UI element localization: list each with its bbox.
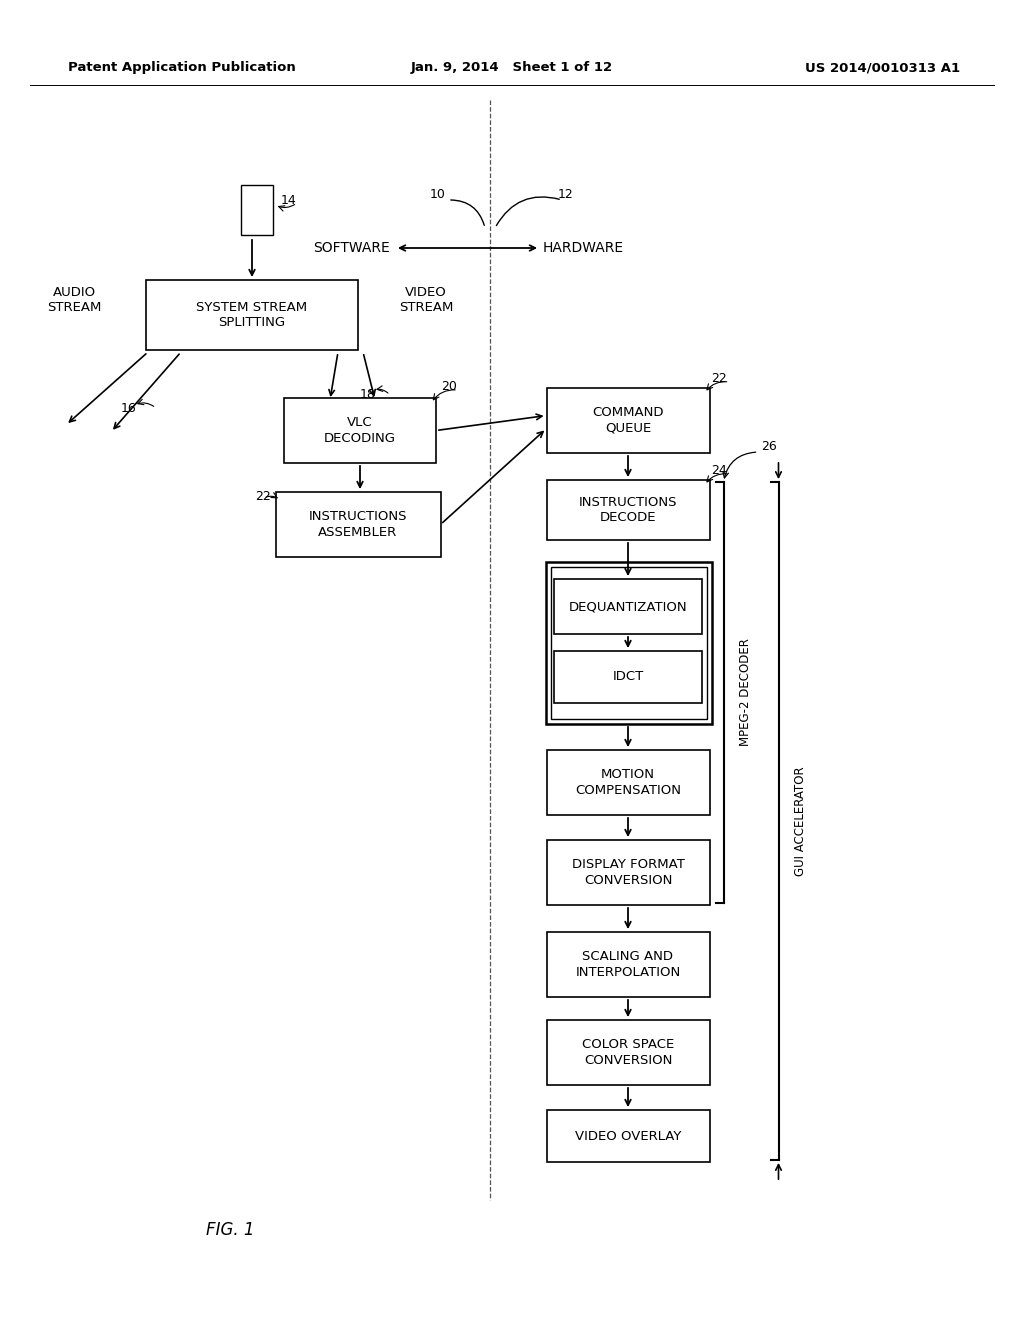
Text: HARDWARE: HARDWARE: [543, 242, 624, 255]
Text: VIDEO OVERLAY: VIDEO OVERLAY: [574, 1130, 681, 1143]
Bar: [547, 1020, 710, 1085]
Bar: [284, 399, 436, 463]
Text: MPEG-2 DECODER: MPEG-2 DECODER: [739, 639, 752, 746]
Text: 10: 10: [430, 189, 445, 202]
Text: SCALING AND
INTERPOLATION: SCALING AND INTERPOLATION: [575, 950, 681, 978]
Text: INSTRUCTIONS
ASSEMBLER: INSTRUCTIONS ASSEMBLER: [309, 511, 408, 539]
Text: DISPLAY FORMAT
CONVERSION: DISPLAY FORMAT CONVERSION: [571, 858, 684, 887]
Text: INSTRUCTIONS
DECODE: INSTRUCTIONS DECODE: [579, 496, 677, 524]
Text: FIG. 1: FIG. 1: [206, 1221, 254, 1239]
Text: 14: 14: [281, 194, 297, 206]
Text: US 2014/0010313 A1: US 2014/0010313 A1: [805, 62, 961, 74]
Text: 22: 22: [712, 371, 727, 384]
Text: 24: 24: [712, 463, 727, 477]
Bar: [547, 840, 710, 906]
Bar: [275, 492, 440, 557]
Text: 18: 18: [360, 388, 376, 401]
Text: 12: 12: [558, 189, 573, 202]
Text: 22: 22: [255, 491, 270, 503]
Text: SYSTEM STREAM
SPLITTING: SYSTEM STREAM SPLITTING: [197, 301, 307, 329]
Text: Jan. 9, 2014   Sheet 1 of 12: Jan. 9, 2014 Sheet 1 of 12: [411, 62, 613, 74]
Text: SOFTWARE: SOFTWARE: [313, 242, 390, 255]
Bar: [547, 932, 710, 997]
Bar: [146, 280, 358, 350]
Text: VIDEO
STREAM: VIDEO STREAM: [398, 286, 454, 314]
Text: MOTION
COMPENSATION: MOTION COMPENSATION: [575, 768, 681, 796]
Text: VLC
DECODING: VLC DECODING: [324, 417, 396, 445]
Bar: [551, 568, 707, 719]
Text: GUI ACCELERATOR: GUI ACCELERATOR: [794, 766, 807, 875]
Text: 20: 20: [441, 380, 457, 392]
Text: 26: 26: [762, 441, 777, 454]
Text: COMMAND
QUEUE: COMMAND QUEUE: [592, 407, 664, 434]
Text: IDCT: IDCT: [612, 671, 644, 684]
Text: AUDIO
STREAM: AUDIO STREAM: [47, 286, 101, 314]
Text: COLOR SPACE
CONVERSION: COLOR SPACE CONVERSION: [582, 1039, 674, 1067]
Bar: [547, 750, 710, 814]
Text: Patent Application Publication: Patent Application Publication: [68, 62, 296, 74]
Bar: [547, 480, 710, 540]
Text: DEQUANTIZATION: DEQUANTIZATION: [568, 601, 687, 612]
Bar: [546, 562, 712, 723]
Bar: [554, 651, 702, 704]
Bar: [547, 388, 710, 453]
Text: 16: 16: [120, 401, 136, 414]
Bar: [554, 579, 702, 634]
Bar: [547, 1110, 710, 1162]
Bar: [241, 185, 273, 235]
